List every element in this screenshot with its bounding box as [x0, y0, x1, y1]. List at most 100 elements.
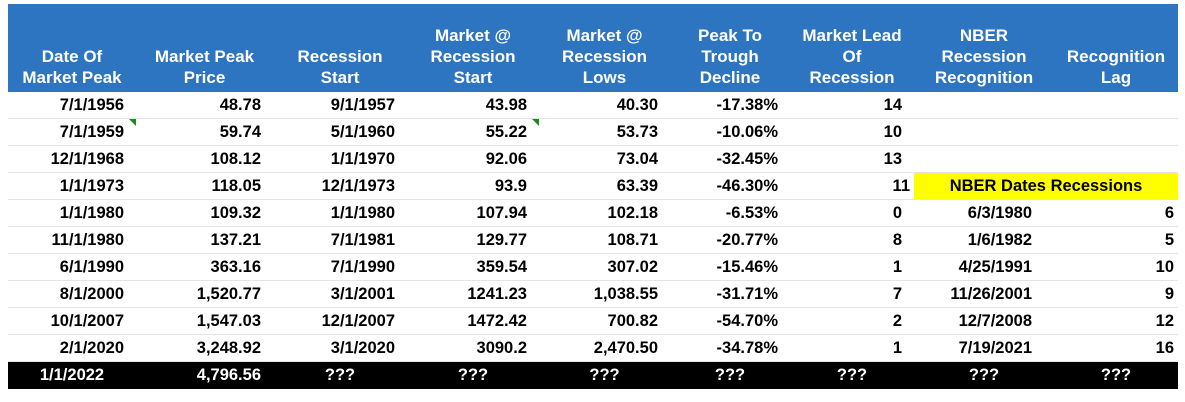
cell-recession-start[interactable]: 3/1/2001 — [273, 280, 407, 308]
cell-market-lead[interactable]: 14 — [790, 92, 914, 119]
cell-market-at-recession-lows[interactable]: ??? — [539, 361, 670, 389]
cell-market-peak-price[interactable]: 1,547.03 — [136, 307, 273, 335]
cell-market-at-recession-start[interactable]: ??? — [407, 361, 539, 389]
cell-nber-recognition[interactable] — [914, 92, 1054, 119]
cell-market-peak-price[interactable]: 48.78 — [136, 92, 273, 119]
cell-nber-recognition[interactable]: 12/7/2008 — [914, 307, 1054, 335]
cell-recession-start[interactable]: 1/1/1980 — [273, 199, 407, 227]
cell-peak-to-trough-decline[interactable]: -15.46% — [670, 253, 790, 281]
header-market-lead-of-recession[interactable]: Market Lead Of Recession — [790, 4, 914, 92]
cell-market-at-recession-lows[interactable]: 307.02 — [539, 253, 670, 281]
cell-market-peak-date[interactable]: 2/1/2020 — [8, 334, 136, 362]
header-nber-recession-recognition[interactable]: NBER Recession Recognition — [914, 4, 1054, 92]
cell-recognition-lag[interactable]: 9 — [1054, 280, 1178, 308]
cell-market-peak-date[interactable]: 1/1/2022 — [8, 361, 136, 389]
cell-market-at-recession-lows[interactable]: 63.39 — [539, 172, 670, 200]
header-peak-to-trough-decline[interactable]: Peak To Trough Decline — [670, 4, 790, 92]
cell-recession-start[interactable]: 7/1/1981 — [273, 226, 407, 254]
cell-recognition-lag[interactable]: 12 — [1054, 307, 1178, 335]
header-market-at-recession-lows[interactable]: Market @ Recession Lows — [539, 4, 670, 92]
cell-market-peak-price[interactable]: 109.32 — [136, 199, 273, 227]
cell-market-peak-price[interactable]: 1,520.77 — [136, 280, 273, 308]
cell-recognition-lag[interactable]: 10 — [1054, 253, 1178, 281]
cell-market-peak-date[interactable]: 1/1/1980 — [8, 199, 136, 227]
cell-peak-to-trough-decline[interactable]: -54.70% — [670, 307, 790, 335]
cell-market-at-recession-start[interactable]: 359.54 — [407, 253, 539, 281]
header-recognition-lag[interactable]: Recognition Lag — [1054, 4, 1178, 92]
cell-market-peak-price[interactable]: 3,248.92 — [136, 334, 273, 362]
cell-peak-to-trough-decline[interactable]: -31.71% — [670, 280, 790, 308]
cell-market-peak-date[interactable]: 8/1/2000 — [8, 280, 136, 308]
cell-market-peak-date[interactable]: 10/1/2007 — [8, 307, 136, 335]
cell-market-peak-date[interactable]: 12/1/1968 — [8, 145, 136, 173]
cell-recession-start[interactable]: 5/1/1960 — [273, 118, 407, 146]
cell-market-at-recession-lows[interactable]: 102.18 — [539, 199, 670, 227]
cell-market-peak-date[interactable]: 11/1/1980 — [8, 226, 136, 254]
cell-market-at-recession-lows[interactable]: 2,470.50 — [539, 334, 670, 362]
cell-market-lead[interactable]: 11 — [790, 172, 914, 200]
cell-market-peak-price[interactable]: 108.12 — [136, 145, 273, 173]
cell-market-at-recession-lows[interactable]: 40.30 — [539, 92, 670, 119]
cell-market-lead[interactable]: 8 — [790, 226, 914, 254]
cell-recognition-lag[interactable]: 5 — [1054, 226, 1178, 254]
cell-market-at-recession-start[interactable]: 1241.23 — [407, 280, 539, 308]
cell-nber-recognition[interactable]: 4/25/1991 — [914, 253, 1054, 281]
cell-market-at-recession-start[interactable]: 107.94 — [407, 199, 539, 227]
cell-recession-start[interactable]: 7/1/1990 — [273, 253, 407, 281]
cell-market-at-recession-start[interactable]: 92.06 — [407, 145, 539, 173]
cell-market-peak-price[interactable]: 4,796.56 — [136, 361, 273, 389]
cell-market-peak-price[interactable]: 363.16 — [136, 253, 273, 281]
cell-market-lead[interactable]: 0 — [790, 199, 914, 227]
cell-market-lead[interactable]: 2 — [790, 307, 914, 335]
cell-market-at-recession-lows[interactable]: 1,038.55 — [539, 280, 670, 308]
cell-market-peak-price[interactable]: 118.05 — [136, 172, 273, 200]
header-market-at-recession-start[interactable]: Market @ Recession Start — [407, 4, 539, 92]
cell-peak-to-trough-decline[interactable]: -6.53% — [670, 199, 790, 227]
cell-market-peak-date[interactable]: 1/1/1973 — [8, 172, 136, 200]
cell-peak-to-trough-decline[interactable]: ??? — [670, 361, 790, 389]
cell-nber-recognition[interactable]: 11/26/2001 — [914, 280, 1054, 308]
cell-peak-to-trough-decline[interactable]: -46.30% — [670, 172, 790, 200]
cell-recession-start[interactable]: 3/1/2020 — [273, 334, 407, 362]
cell-market-lead[interactable]: 7 — [790, 280, 914, 308]
cell-recession-start[interactable]: ??? — [273, 361, 407, 389]
header-recession-start[interactable]: Recession Start — [273, 4, 407, 92]
cell-recession-start[interactable]: 9/1/1957 — [273, 92, 407, 119]
cell-market-peak-date[interactable]: 7/1/1959 — [8, 118, 136, 146]
cell-market-at-recession-start[interactable]: 129.77 — [407, 226, 539, 254]
cell-nber-recognition[interactable]: 6/3/1980 — [914, 199, 1054, 227]
cell-nber-recognition[interactable]: 7/19/2021 — [914, 334, 1054, 362]
cell-market-at-recession-start[interactable]: 43.98 — [407, 92, 539, 119]
cell-recession-start[interactable]: 1/1/1970 — [273, 145, 407, 173]
nber-dates-recessions-note[interactable]: NBER Dates Recessions — [914, 172, 1178, 200]
cell-recession-start[interactable]: 12/1/2007 — [273, 307, 407, 335]
cell-market-lead[interactable]: 1 — [790, 334, 914, 362]
cell-peak-to-trough-decline[interactable]: -32.45% — [670, 145, 790, 173]
comment-indicator-icon[interactable] — [532, 119, 539, 126]
cell-peak-to-trough-decline[interactable]: -17.38% — [670, 92, 790, 119]
cell-recognition-lag[interactable] — [1054, 145, 1178, 173]
cell-nber-recognition[interactable]: 1/6/1982 — [914, 226, 1054, 254]
cell-nber-recognition[interactable] — [914, 118, 1054, 146]
cell-peak-to-trough-decline[interactable]: -34.78% — [670, 334, 790, 362]
cell-market-at-recession-start[interactable]: 55.22 — [407, 118, 539, 146]
cell-recognition-lag[interactable]: 16 — [1054, 334, 1178, 362]
cell-recognition-lag[interactable] — [1054, 118, 1178, 146]
cell-recession-start[interactable]: 12/1/1973 — [273, 172, 407, 200]
cell-market-peak-price[interactable]: 137.21 — [136, 226, 273, 254]
header-market-peak-price[interactable]: Market Peak Price — [136, 4, 273, 92]
cell-market-lead[interactable]: 1 — [790, 253, 914, 281]
cell-market-at-recession-lows[interactable]: 108.71 — [539, 226, 670, 254]
cell-recognition-lag[interactable]: ??? — [1054, 361, 1178, 389]
comment-indicator-icon[interactable] — [129, 119, 136, 126]
cell-market-at-recession-lows[interactable]: 73.04 — [539, 145, 670, 173]
cell-market-lead[interactable]: 10 — [790, 118, 914, 146]
cell-market-at-recession-lows[interactable]: 53.73 — [539, 118, 670, 146]
cell-market-at-recession-start[interactable]: 1472.42 — [407, 307, 539, 335]
cell-peak-to-trough-decline[interactable]: -20.77% — [670, 226, 790, 254]
cell-market-at-recession-lows[interactable]: 700.82 — [539, 307, 670, 335]
cell-recognition-lag[interactable]: 6 — [1054, 199, 1178, 227]
cell-peak-to-trough-decline[interactable]: -10.06% — [670, 118, 790, 146]
cell-nber-recognition[interactable] — [914, 145, 1054, 173]
cell-market-peak-date[interactable]: 7/1/1956 — [8, 92, 136, 119]
